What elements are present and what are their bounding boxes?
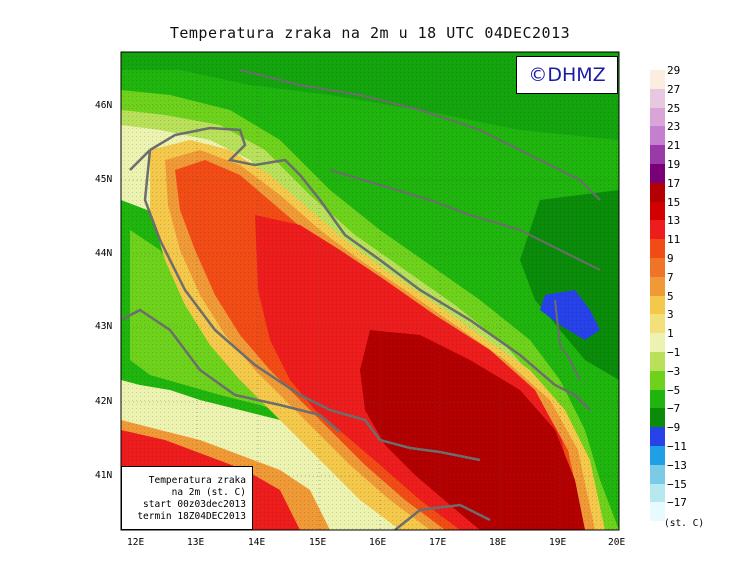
info-line-2: na 2m (st. C)	[171, 487, 246, 498]
lon-label: 18E	[489, 537, 507, 548]
legend-swatch	[650, 389, 665, 409]
legend-swatch	[650, 126, 665, 146]
lat-label: 42N	[95, 396, 113, 407]
legend-swatch	[650, 295, 665, 315]
legend-swatch	[650, 314, 665, 334]
legend-item: 11	[650, 233, 740, 258]
legend-swatch	[650, 258, 665, 277]
legend-swatch	[650, 88, 665, 108]
legend-label: −15	[667, 477, 687, 491]
legend-item: −13	[650, 459, 740, 484]
legend-label: 3	[667, 308, 674, 322]
legend-item: 3	[650, 308, 740, 334]
lat-label: 41N	[95, 470, 113, 481]
legend-label: 1	[667, 327, 674, 341]
legend-unit: (st. C)	[664, 518, 705, 529]
legend-item: 21	[650, 139, 740, 164]
legend-label: 29	[667, 64, 681, 77]
lon-label: 19E	[549, 537, 567, 548]
legend-swatch	[650, 446, 665, 465]
legend-item: 29	[650, 64, 740, 89]
legend-swatch	[650, 201, 665, 221]
info-box: Temperatura zraka na 2m (st. C) start 00…	[121, 466, 253, 530]
lat-label: 43N	[95, 321, 113, 332]
lon-label: 12E	[127, 537, 145, 548]
legend-swatch	[650, 502, 665, 522]
legend-swatch	[650, 333, 665, 352]
legend-swatch	[650, 276, 665, 296]
legend-item: 5	[650, 290, 740, 315]
info-line-1: Temperatura zraka	[148, 475, 246, 486]
legend-swatch	[650, 220, 665, 240]
legend-item: −17	[650, 496, 740, 522]
legend-label: 11	[667, 233, 681, 247]
legend-item: −3	[650, 365, 740, 390]
legend-label: −9	[667, 421, 681, 435]
legend-item: 13	[650, 214, 740, 240]
lon-label: 13E	[187, 537, 205, 548]
legend-swatch	[650, 427, 665, 446]
legend-item: 9	[650, 252, 740, 277]
legend-label: 23	[667, 120, 681, 134]
legend-item: 15	[650, 196, 740, 221]
legend-swatch	[650, 464, 665, 484]
legend-item: 27	[650, 83, 740, 108]
dhmz-logo: ©DHMZ	[516, 56, 618, 94]
legend-label: 15	[667, 195, 681, 209]
legend-swatch	[650, 107, 665, 127]
legend-label: 27	[667, 82, 681, 96]
lat-label: 44N	[95, 248, 113, 259]
legend-item: 7	[650, 271, 740, 296]
info-line-4: termin 18Z04DEC2013	[137, 511, 246, 522]
legend-label: −17	[667, 496, 687, 510]
legend-item: −11	[650, 440, 740, 465]
legend-label: 25	[667, 101, 681, 115]
legend-item: 17	[650, 177, 740, 202]
legend-item: −15	[650, 478, 740, 503]
legend-swatch	[650, 370, 665, 390]
info-line-3: start 00z03dec2013	[143, 499, 246, 510]
legend-swatch	[650, 408, 665, 428]
lon-label: 15E	[309, 537, 327, 548]
legend-item: −5	[650, 384, 740, 409]
legend-item: −1	[650, 346, 740, 371]
legend-label: 17	[667, 176, 681, 190]
legend-label: −3	[667, 364, 681, 378]
legend-swatch	[650, 145, 665, 164]
legend-item: 19	[650, 158, 740, 183]
graticule	[121, 52, 619, 530]
legend-label: 7	[667, 270, 674, 284]
lat-label: 45N	[95, 174, 113, 185]
legend-swatch	[650, 239, 665, 258]
legend-label: −1	[667, 346, 681, 359]
legend-label: −11	[667, 440, 687, 453]
legend-swatch	[650, 164, 665, 183]
legend-item: 1	[650, 327, 740, 352]
legend-swatch	[650, 182, 665, 202]
lat-label: 46N	[95, 100, 113, 111]
legend-label: 9	[667, 252, 674, 265]
lon-label: 16E	[369, 537, 387, 548]
legend-label: −13	[667, 458, 687, 472]
legend-label: 5	[667, 289, 674, 303]
legend-swatch	[650, 352, 665, 371]
legend-swatch	[650, 70, 665, 89]
legend-label: −5	[667, 383, 681, 397]
legend-label: −7	[667, 402, 681, 416]
legend-label: 13	[667, 214, 681, 228]
legend-item: 23	[650, 120, 740, 146]
lon-label: 20E	[608, 537, 626, 548]
map-title: Temperatura zraka na 2m u 18 UTC 04DEC20…	[169, 24, 571, 42]
legend-item: −7	[650, 402, 740, 428]
lon-label: 14E	[248, 537, 266, 548]
legend-swatch	[650, 483, 665, 503]
legend-item: 25	[650, 102, 740, 127]
lon-label: 17E	[429, 537, 447, 548]
temperature-field	[121, 52, 619, 530]
legend-label: 21	[667, 139, 681, 153]
map-frame	[120, 51, 620, 531]
legend-label: 19	[667, 158, 681, 171]
legend-item: −9	[650, 421, 740, 446]
